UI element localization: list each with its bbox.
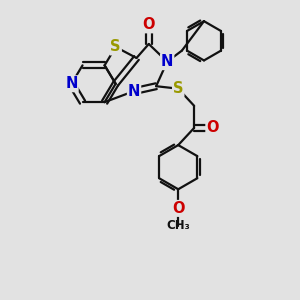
Text: O: O (172, 201, 184, 216)
Text: N: N (161, 54, 173, 69)
Text: CH₃: CH₃ (166, 219, 190, 232)
Text: O: O (206, 120, 219, 135)
Text: O: O (142, 17, 155, 32)
Text: N: N (65, 76, 78, 91)
Text: S: S (173, 81, 184, 96)
Text: N: N (128, 84, 140, 99)
Text: S: S (110, 39, 121, 54)
